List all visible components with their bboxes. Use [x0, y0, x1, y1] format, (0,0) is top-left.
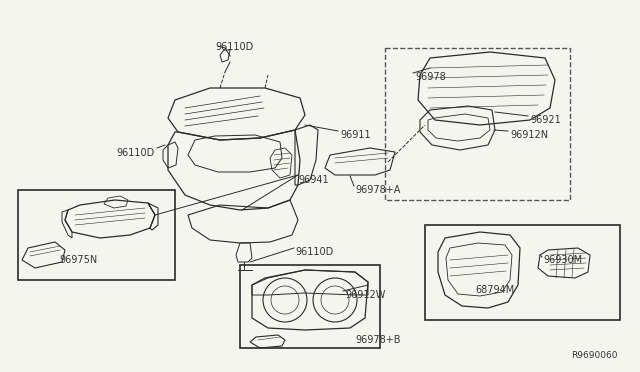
Text: 96921: 96921: [530, 115, 561, 125]
Text: 96110D: 96110D: [116, 148, 155, 158]
Text: 96912W: 96912W: [345, 290, 385, 300]
Text: R9690060: R9690060: [572, 351, 618, 360]
Text: 96110D: 96110D: [215, 42, 253, 52]
Bar: [18, 190, 175, 280]
Text: 96975N: 96975N: [59, 255, 97, 265]
Text: 96912N: 96912N: [510, 130, 548, 140]
Text: 96110D: 96110D: [295, 247, 333, 257]
Bar: [425, 225, 620, 320]
Text: 68794M: 68794M: [476, 285, 515, 295]
Bar: [240, 265, 380, 348]
Bar: [385, 48, 570, 200]
Text: 96941: 96941: [298, 175, 328, 185]
Text: 96978+A: 96978+A: [355, 185, 401, 195]
Text: 96911: 96911: [340, 130, 371, 140]
Text: 96930M: 96930M: [543, 255, 582, 265]
Text: 96978: 96978: [415, 72, 445, 82]
Text: 96978+B: 96978+B: [355, 335, 401, 345]
